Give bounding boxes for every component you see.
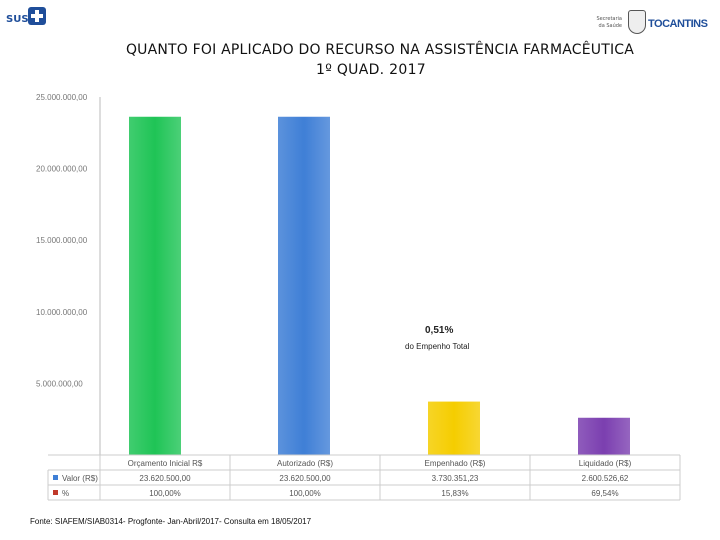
secretaria-label: Secretaria da Saúde (596, 16, 622, 29)
y-tick-label: 5.000.000,00 (36, 379, 83, 388)
chart-title: QUANTO FOI APLICADO DO RECURSO NA ASSIST… (125, 42, 635, 58)
table-cell: 100,00% (149, 489, 181, 498)
table-cell: 100,00% (289, 489, 321, 498)
bar (278, 116, 330, 455)
bar (129, 116, 181, 455)
legend-swatch (53, 475, 58, 480)
table-cell: 23.620.500,00 (279, 474, 331, 483)
table-cell: 15,83% (441, 489, 468, 498)
table-cell: 3.730.351,23 (432, 474, 479, 483)
tocantins-government-logo: Secretaria da Saúde TOCANTINS (590, 8, 720, 44)
table-cell: 69,54% (591, 489, 618, 498)
y-tick-label: 15.000.000,00 (36, 236, 88, 245)
category-label: Orçamento Inicial R$ (128, 459, 203, 468)
y-ticks: 5.000.000,00 10.000.000,00 15.000.000,00 20… (36, 93, 88, 388)
bar (428, 401, 480, 455)
chart-subtitle: 1º QUAD. 2017 (315, 62, 426, 78)
table-cell: 23.620.500,00 (139, 474, 191, 483)
category-label: Liquidado (R$) (579, 459, 632, 468)
header: SUS Secretaria da Saúde TOCANTINS (0, 0, 720, 40)
y-tick-label: 20.000.000,00 (36, 165, 88, 174)
state-name: TOCANTINS (648, 18, 708, 30)
sus-logo: SUS (4, 4, 64, 30)
category-label: Empenhado (R$) (425, 459, 486, 468)
row-label: % (62, 489, 69, 498)
bars (129, 116, 630, 455)
annotation-value: 0,51% (425, 325, 454, 336)
sus-logo-text: SUS (6, 14, 29, 25)
source-note: Fonte: SIAFEM/SIAB0314- Progfonte- Jan-A… (30, 517, 312, 526)
state-seal-icon (628, 10, 646, 34)
annotation-text: do Empenho Total (405, 342, 470, 351)
health-cross-icon (28, 7, 46, 25)
bar (578, 417, 630, 455)
row-label: Valor (R$) (62, 474, 98, 483)
table-cell: 2.600.526,62 (582, 474, 629, 483)
category-label: Autorizado (R$) (277, 459, 333, 468)
y-tick-label: 10.000.000,00 (36, 308, 88, 317)
y-tick-label: 25.000.000,00 (36, 93, 88, 102)
data-table: Orçamento Inicial R$ Autorizado (R$) Empen… (47, 454, 681, 501)
legend-swatch (53, 490, 58, 495)
